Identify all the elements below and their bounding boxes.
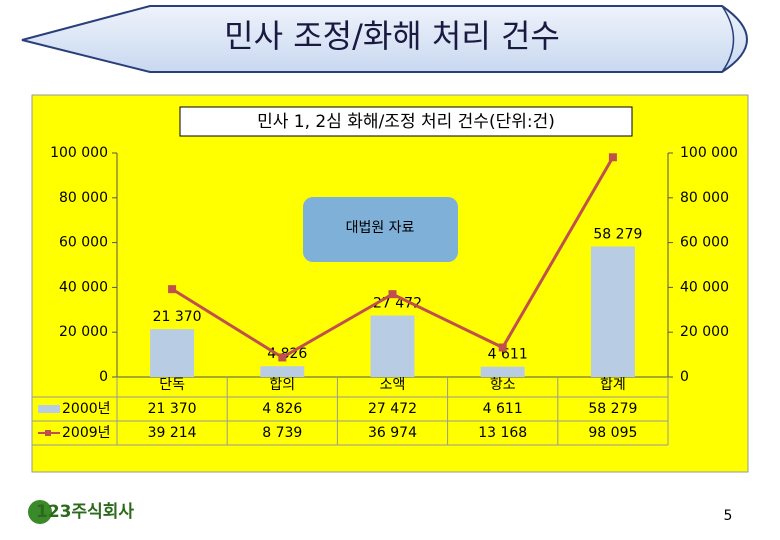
legend-swatch [45,430,51,436]
y2-tick-label: 0 [680,369,689,385]
table-cell: 13 168 [478,425,527,441]
table-cell: 27 472 [368,401,417,417]
x-tick-label: 항소 [490,377,516,393]
page-number: 5 [724,508,733,524]
x-tick-label: 합계 [600,377,626,393]
logo-text: 123주식회사 [36,502,134,522]
x-tick-label: 소액 [380,377,406,393]
slide-title: 민사 조정/화해 처리 건수 [224,17,560,55]
y-tick-label: 100 000 [50,145,108,161]
chart-title: 민사 1, 2심 화해/조정 처리 건수(단위:건) [257,112,555,132]
logo: 123주식회사 [28,500,134,524]
y2-tick-label: 80 000 [680,190,729,206]
table-cell: 36 974 [368,425,417,441]
y-tick-label: 40 000 [59,279,108,295]
x-tick-label: 합의 [269,377,295,393]
table-cell: 8 739 [262,425,302,441]
table-cell: 4 826 [262,401,302,417]
y-tick-label: 20 000 [59,324,108,340]
table-cell: 21 370 [148,401,197,417]
line-marker [168,285,177,294]
bar [480,366,525,377]
line-marker [388,290,397,299]
x-tick-label: 단독 [159,377,185,393]
y2-tick-label: 100 000 [680,145,738,161]
y-tick-label: 80 000 [59,190,108,206]
logo-icon [28,500,52,524]
data-label: 58 279 [593,226,642,242]
y2-tick-label: 60 000 [680,235,729,251]
y2-tick-label: 20 000 [680,324,729,340]
table-cell: 39 214 [148,425,197,441]
table-cell: 58 279 [588,401,637,417]
data-label: 21 370 [153,309,202,325]
table-cell: 4 611 [483,401,523,417]
banner-curl [721,5,735,73]
bar [590,246,635,377]
data-label: 4 611 [488,347,528,363]
bar [370,315,415,377]
table-cell: 98 095 [588,425,637,441]
y-tick-label: 0 [99,369,108,385]
annotation: 대법원 자료 [346,220,415,236]
line-marker [278,353,287,362]
legend-label: 2009년 [62,425,111,441]
legend-swatch [38,405,60,413]
legend-label: 2000년 [62,401,111,417]
y-tick-label: 60 000 [59,235,108,251]
bar [150,329,195,377]
y2-tick-label: 40 000 [680,279,729,295]
line-marker [608,153,617,162]
chart-title-box [179,106,633,137]
annotation-box [303,197,458,262]
bar [260,366,305,377]
line-marker [498,343,507,352]
